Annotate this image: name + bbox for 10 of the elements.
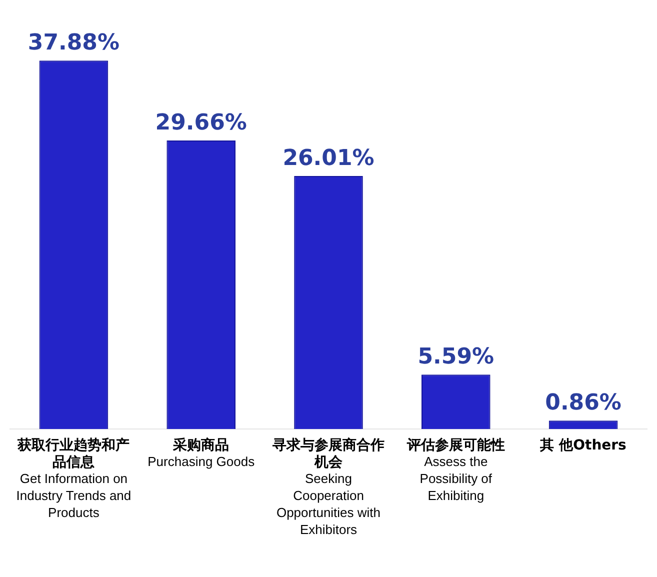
x-tick-label: 评估参展可能性 Assess the Possibility of Exhibiting [406, 436, 505, 504]
data-label: 29.66% [155, 110, 247, 136]
x-tick-label: 其 他Others [539, 438, 626, 454]
data-label: 5.59% [418, 344, 494, 370]
data-label: 37.88% [28, 30, 120, 56]
data-label: 0.86% [545, 390, 622, 416]
data-label: 26.01% [282, 146, 374, 171]
x-tick-label: 采购商品 Purchasing Goods [148, 436, 256, 470]
x-tick-label: 寻求与参展商合作机会 Seeking Cooperation Opportunities with Exhibitors [272, 436, 384, 538]
x-tick-label: 获取行业趋势和产品信息 Get Information on Industry Trends and Products [16, 436, 132, 520]
